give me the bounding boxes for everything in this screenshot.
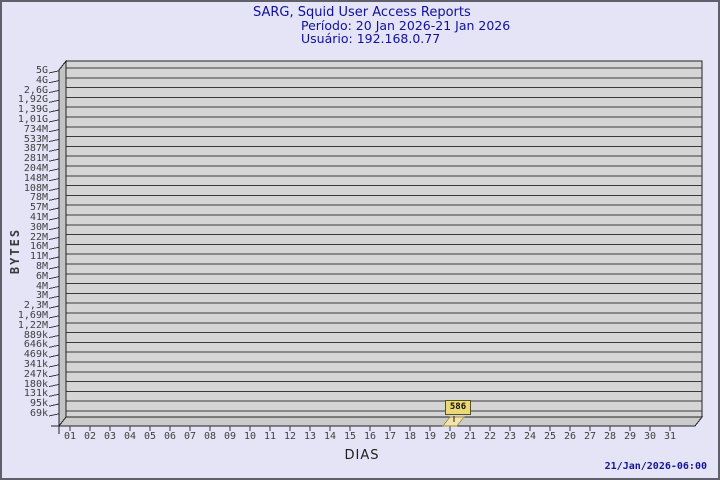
x-tick-label: 21 xyxy=(463,431,477,442)
x-tick-label: 03 xyxy=(103,431,117,442)
y-tick-label: 387M xyxy=(23,143,48,155)
y-tick-label: 734M xyxy=(23,123,48,135)
y-tick-label: 469k xyxy=(23,349,48,361)
y-tick-label: 1,92G xyxy=(17,94,48,106)
y-tick-label: 533M xyxy=(23,133,48,145)
y-tick-label: 95k xyxy=(29,398,48,410)
y-axis-title: BYTES xyxy=(8,227,22,275)
y-tick-label: 5G xyxy=(35,65,48,76)
x-tick-label: 04 xyxy=(123,431,137,442)
y-tick-label: 247k xyxy=(23,368,48,380)
y-tick-label: 8M xyxy=(35,261,48,272)
x-tick-label: 31 xyxy=(663,431,677,442)
y-tick-label: 341k xyxy=(23,359,48,370)
x-tick-label: 23 xyxy=(503,431,517,442)
x-tick-label: 07 xyxy=(183,431,197,442)
x-tick-label: 02 xyxy=(83,431,97,442)
x-tick-label: 16 xyxy=(363,431,377,442)
x-tick-label: 19 xyxy=(423,431,437,442)
y-tick-label: 69k xyxy=(29,408,48,419)
x-tick-label: 27 xyxy=(583,431,597,442)
y-tick-label: 57M xyxy=(29,202,48,214)
x-tick-label: 24 xyxy=(523,431,537,442)
y-tick-label: 281M xyxy=(23,153,48,165)
bar-value-label: 586 xyxy=(445,400,471,415)
y-tick-label: 108M xyxy=(23,182,48,194)
x-tick-label: 15 xyxy=(343,431,357,442)
x-tick-label: 20 xyxy=(443,431,457,442)
y-tick-label: 204M xyxy=(23,163,48,174)
y-tick-label: 180k xyxy=(23,378,48,390)
x-tick-label: 06 xyxy=(163,431,177,442)
y-tick-label: 148M xyxy=(23,172,48,184)
x-tick-label: 01 xyxy=(63,431,77,442)
y-tick-label: 4G xyxy=(35,74,48,86)
chart-subtitle-period: Período: 20 Jan 2026-21 Jan 2026 xyxy=(301,18,511,33)
y-tick-label: 78M xyxy=(29,192,48,204)
x-tick-label: 25 xyxy=(543,431,557,442)
y-tick-label: 6M xyxy=(35,270,48,282)
y-tick-label: 16M xyxy=(29,241,48,253)
y-tick-label: 3M xyxy=(35,290,48,302)
y-tick-label: 889k xyxy=(23,329,48,341)
y-tick-label: 2,3M xyxy=(23,300,48,312)
chart-subtitle-user: Usuário: 192.168.0.77 xyxy=(301,31,441,46)
y-tick-label: 1,69M xyxy=(17,310,48,321)
x-tick-label: 08 xyxy=(203,431,217,442)
y-tick-label: 22M xyxy=(29,231,48,243)
y-tick-label: 11M xyxy=(29,251,48,263)
x-tick-label: 05 xyxy=(143,431,157,442)
y-tick-label: 1,39G xyxy=(17,104,48,116)
y-tick-label: 646k xyxy=(23,339,48,351)
x-tick-label: 10 xyxy=(243,431,257,442)
y-tick-label: 2,6G xyxy=(23,84,48,96)
chart-title: SARG, Squid User Access Reports xyxy=(253,5,471,20)
plot-back-wall xyxy=(65,60,703,418)
y-tick-label: 1,01G xyxy=(17,114,48,125)
report-timestamp: 21/Jan/2026-06:00 xyxy=(604,461,707,472)
x-tick-label: 14 xyxy=(323,431,337,442)
x-tick-label: 18 xyxy=(403,431,417,442)
y-tick-label: 4M xyxy=(35,280,48,292)
y-tick-label: 131k xyxy=(23,388,48,400)
x-tick-label: 28 xyxy=(603,431,617,442)
x-tick-label: 12 xyxy=(283,431,297,442)
y-tick-label: 1,22M xyxy=(17,319,48,331)
x-tick-label: 26 xyxy=(563,431,577,442)
x-tick-label: 13 xyxy=(303,431,317,442)
y-tick-label: 30M xyxy=(29,221,48,233)
x-tick-label: 22 xyxy=(483,431,497,442)
plot-side-wall xyxy=(58,59,67,428)
x-tick-label: 17 xyxy=(383,431,397,442)
x-tick-label: 11 xyxy=(263,431,277,442)
x-axis-title: DIAS xyxy=(344,448,380,463)
x-tick-label: 29 xyxy=(623,431,637,442)
plot-floor xyxy=(57,416,704,427)
x-tick-label: 30 xyxy=(643,431,657,442)
x-tick-label: 09 xyxy=(223,431,237,442)
y-tick-label: 41M xyxy=(29,212,48,223)
